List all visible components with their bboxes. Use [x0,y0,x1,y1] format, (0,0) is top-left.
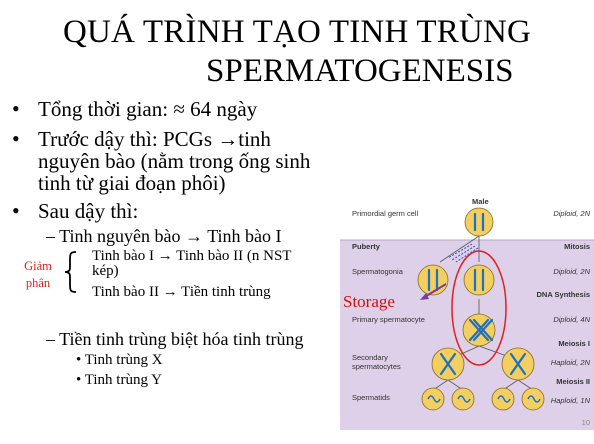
meiosis-label-line1: Giảm [24,259,52,273]
bullet-before-puberty-line2: nguyên bào (nằm trong ống sinh [38,149,311,173]
spermatogonia-cell-right [463,264,495,296]
sub-spermiogenesis: – Tiền tinh trùng biệt hóa tinh trùng [46,329,304,349]
meiosis-label-line2: phân [25,276,51,290]
sperm-x-item: • Tinh trùng X [76,352,163,368]
spermatogenesis-figure: Male Primordial germ cell Puberty Sperma… [340,194,594,434]
label-puberty: Puberty [352,242,380,251]
label-spermatogonia: Spermatogonia [352,267,403,276]
label-spermatocytes: spermatocytes [352,362,401,371]
bullet-dot: • [12,126,20,151]
label-meiosis-1: Meiosis I [558,339,590,348]
storage-label: Storage [343,292,395,311]
meiosis1-text-line2: kép) [92,263,119,279]
slide-title-line1: QUÁ TRÌNH TẠO TINH TRÙNG [62,14,532,50]
bullet-before-puberty-line3: tinh từ giai đoạn phôi) [38,171,226,195]
meiosis1-text: Tinh bào I → Tinh bào II (n NST [92,248,292,264]
bullet-total-time: Tổng thời gian: ≈ 64 ngày [38,97,258,121]
meiosis2-text: Tinh bào II → Tiền tinh trùng [92,284,271,300]
bullet-after-puberty: Sau dậy thì: [38,199,139,223]
label-haploid-2n: Haploid, 2N [550,358,590,367]
label-haploid-1n: Haploid, 1N [550,396,590,405]
spermatid-3 [491,387,515,411]
label-primordial: Primordial germ cell [352,209,419,218]
label-spermatids: Spermatids [352,393,390,402]
label-primary-spermatocyte: Primary spermatocyte [352,315,425,324]
label-diploid-2n-2: Diploid, 2N [553,267,590,276]
label-dna-synthesis: DNA Synthesis [536,290,591,299]
spermatid-2 [451,387,475,411]
male-label: Male [472,197,489,206]
primordial-germ-cell [464,207,494,237]
figure-graphic [340,207,594,430]
bullet-before-puberty: Trước dậy thì: PCGs →tinh [38,127,271,151]
sub-spermatogonia: – Tinh nguyên bào → Tinh bào I [46,226,282,246]
label-diploid-4n: Diploid, 4N [553,315,590,324]
bullet-dot: • [12,96,20,121]
label-meiosis-2: Meiosis II [556,377,590,386]
page-number: 10 [581,418,590,427]
label-mitosis: Mitosis [564,242,590,251]
label-secondary: Secondary [352,353,388,362]
spermatid-1 [421,387,445,411]
storage-highlight-oval [451,250,507,366]
brace-icon [64,251,77,293]
spermatogonia-cell-left [417,264,449,296]
label-diploid-2n-1: Diploid, 2N [553,209,590,218]
slide-title-line2: SPERMATOGENESIS [206,53,514,89]
spermatid-4 [521,387,545,411]
meiosis-label: Giảm phân [18,258,58,292]
sperm-y-item: • Tinh trùng Y [76,372,162,388]
bullet-dot: • [12,198,20,223]
